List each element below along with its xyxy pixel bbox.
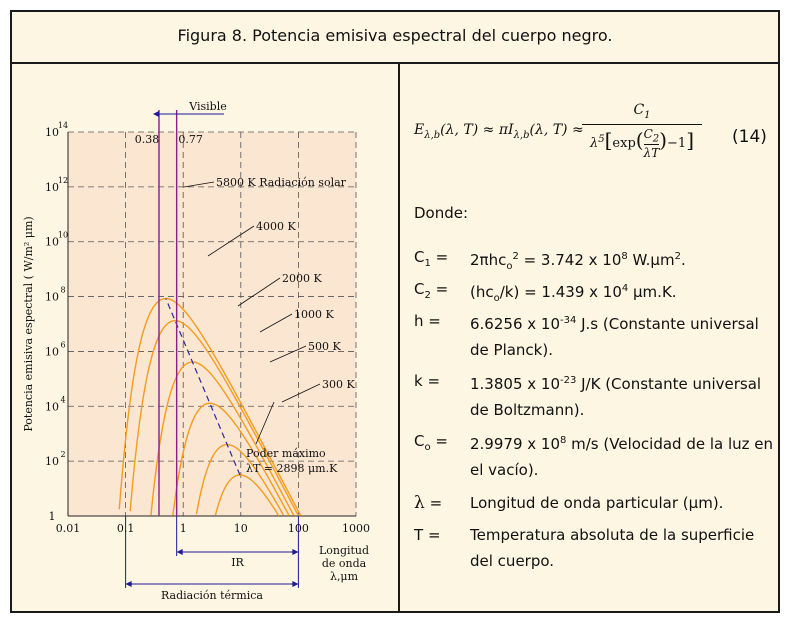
figure-title: Figura 8. Potencia emisiva espectral del… [177, 26, 613, 45]
blackbody-chart: 0.01 0.1 1 10 100 100011021041061081010101210… [22, 100, 370, 602]
thermal-label: Radiación térmica [161, 589, 263, 602]
x-tick-label: 10 [234, 522, 248, 535]
y-tick-exponent: 14 [58, 121, 68, 130]
chart-labels: 0.01 0.1 1 10 100 100011021041061081010101210… [22, 100, 370, 602]
y-tick-label: 10 [45, 181, 59, 194]
y-tick-label: 10 [45, 455, 59, 468]
ir-arrow-left [176, 549, 183, 555]
y-tick-label: 10 [45, 126, 59, 139]
visible-label: Visible [188, 100, 227, 113]
series-leader-line [269, 345, 307, 363]
curve-4000k [129, 320, 300, 517]
max-power-label-line: Poder máximo [246, 447, 326, 460]
series-label: 2000 K [282, 272, 322, 285]
visible-start-label: 0.38 [135, 133, 160, 146]
definition-k: k = 1.3805 x 10-23 J/K (Constante univer… [414, 372, 762, 419]
y-tick-label: 10 [45, 236, 59, 249]
y-tick-label: 10 [45, 400, 59, 413]
y-tick-exponent: 4 [60, 395, 65, 404]
x-axis-label-line: Longitud [319, 544, 369, 557]
max-power-line [165, 298, 241, 476]
equation-panel: Eλ,b(λ, T) ≈ πIλ,b(λ, T) ≈ C1 λ5[exp(C2 λ… [410, 64, 778, 609]
y-tick-exponent: 10 [58, 231, 68, 240]
curve-500k [195, 443, 285, 516]
definition-t: T = Temperatura absoluta de la superfici… [414, 526, 755, 570]
definition-co: Co = 2.9979 x 108 m/s (Velocidad de la l… [414, 432, 774, 479]
x-axis-label-line: de onda [322, 557, 367, 570]
thermal-arrow-right [292, 581, 299, 587]
series-label: 4000 K [256, 220, 296, 233]
equation-number: (14) [732, 127, 767, 147]
definition-h: h = 6.6256 x 10-34 J.s (Constante univer… [414, 312, 759, 359]
x-tick-label: 1000 [342, 522, 370, 535]
definition-lambda: λ = Longitud de onda particular (μm). [414, 493, 724, 513]
y-tick-exponent: 6 [60, 340, 65, 349]
series-label: 5800 K Radiación solar [216, 176, 347, 189]
visible-end-label: 0.77 [178, 133, 203, 146]
plot-area [68, 132, 356, 516]
curve-1000k [172, 402, 290, 517]
equation-denominator: λ5[exp(C2 λT)−1] [589, 127, 694, 161]
y-tick-exponent: 2 [60, 450, 65, 459]
x-tick-label: 0.1 [117, 522, 135, 535]
y-tick-label: 10 [45, 345, 59, 358]
curve-2000k [150, 361, 295, 516]
series-label: 1000 K [294, 308, 334, 321]
ir-arrow-right [292, 549, 299, 555]
series-leader-line [259, 313, 293, 333]
visible-arrow [152, 111, 159, 117]
equation-lhs: Eλ,b(λ, T) ≈ πIλ,b(λ, T) ≈ [414, 122, 584, 141]
definition-c1: C1 = 2πhco2 = 3.742 x 108 W.μm2. [414, 248, 686, 272]
y-tick-label: 10 [45, 291, 59, 304]
definition-c2: C2 = (hco/k) = 1.439 x 104 μm.K. [414, 280, 677, 304]
series-curves [118, 297, 302, 517]
panel-divider [398, 62, 400, 611]
series-leader-line [281, 383, 321, 403]
donde-label: Donde: [414, 204, 469, 222]
series-label: 500 K [308, 340, 341, 353]
y-tick-label: 1 [49, 510, 56, 523]
y-tick-exponent: 8 [60, 286, 65, 295]
max-power-leader [255, 401, 275, 445]
curve-5800k [118, 297, 302, 516]
figure-frame: Figura 8. Potencia emisiva espectral del… [10, 10, 780, 613]
y-tick-exponent: 12 [58, 176, 68, 185]
chart-axes [67, 132, 356, 517]
series-label: 300 K [322, 378, 355, 391]
x-axis-label-line: λ,μm [330, 570, 359, 583]
series-leader-line [183, 181, 215, 188]
x-tick-label: 0.01 [56, 522, 81, 535]
max-power-label-line: λT = 2898 μm.K [246, 462, 338, 475]
chart-bands [125, 110, 299, 588]
y-axis-label: Potencia emisiva espectral ( W/m² μm) [22, 216, 35, 431]
title-bar: Figura 8. Potencia emisiva espectral del… [12, 12, 778, 64]
x-tick-label: 1 [180, 522, 187, 535]
planck-equation: Eλ,b(λ, T) ≈ πIλ,b(λ, T) ≈ C1 λ5[exp(C2 λ… [414, 102, 774, 182]
series-leader-line [207, 225, 255, 257]
thermal-arrow-left [125, 581, 132, 587]
series-leader-line [237, 277, 281, 307]
equation-fraction: C1 λ5[exp(C2 λT)−1] [582, 102, 702, 160]
ir-label: IR [231, 556, 244, 569]
equation-numerator: C1 [633, 102, 651, 121]
curve-300k [214, 474, 280, 517]
x-tick-label: 100 [288, 522, 309, 535]
